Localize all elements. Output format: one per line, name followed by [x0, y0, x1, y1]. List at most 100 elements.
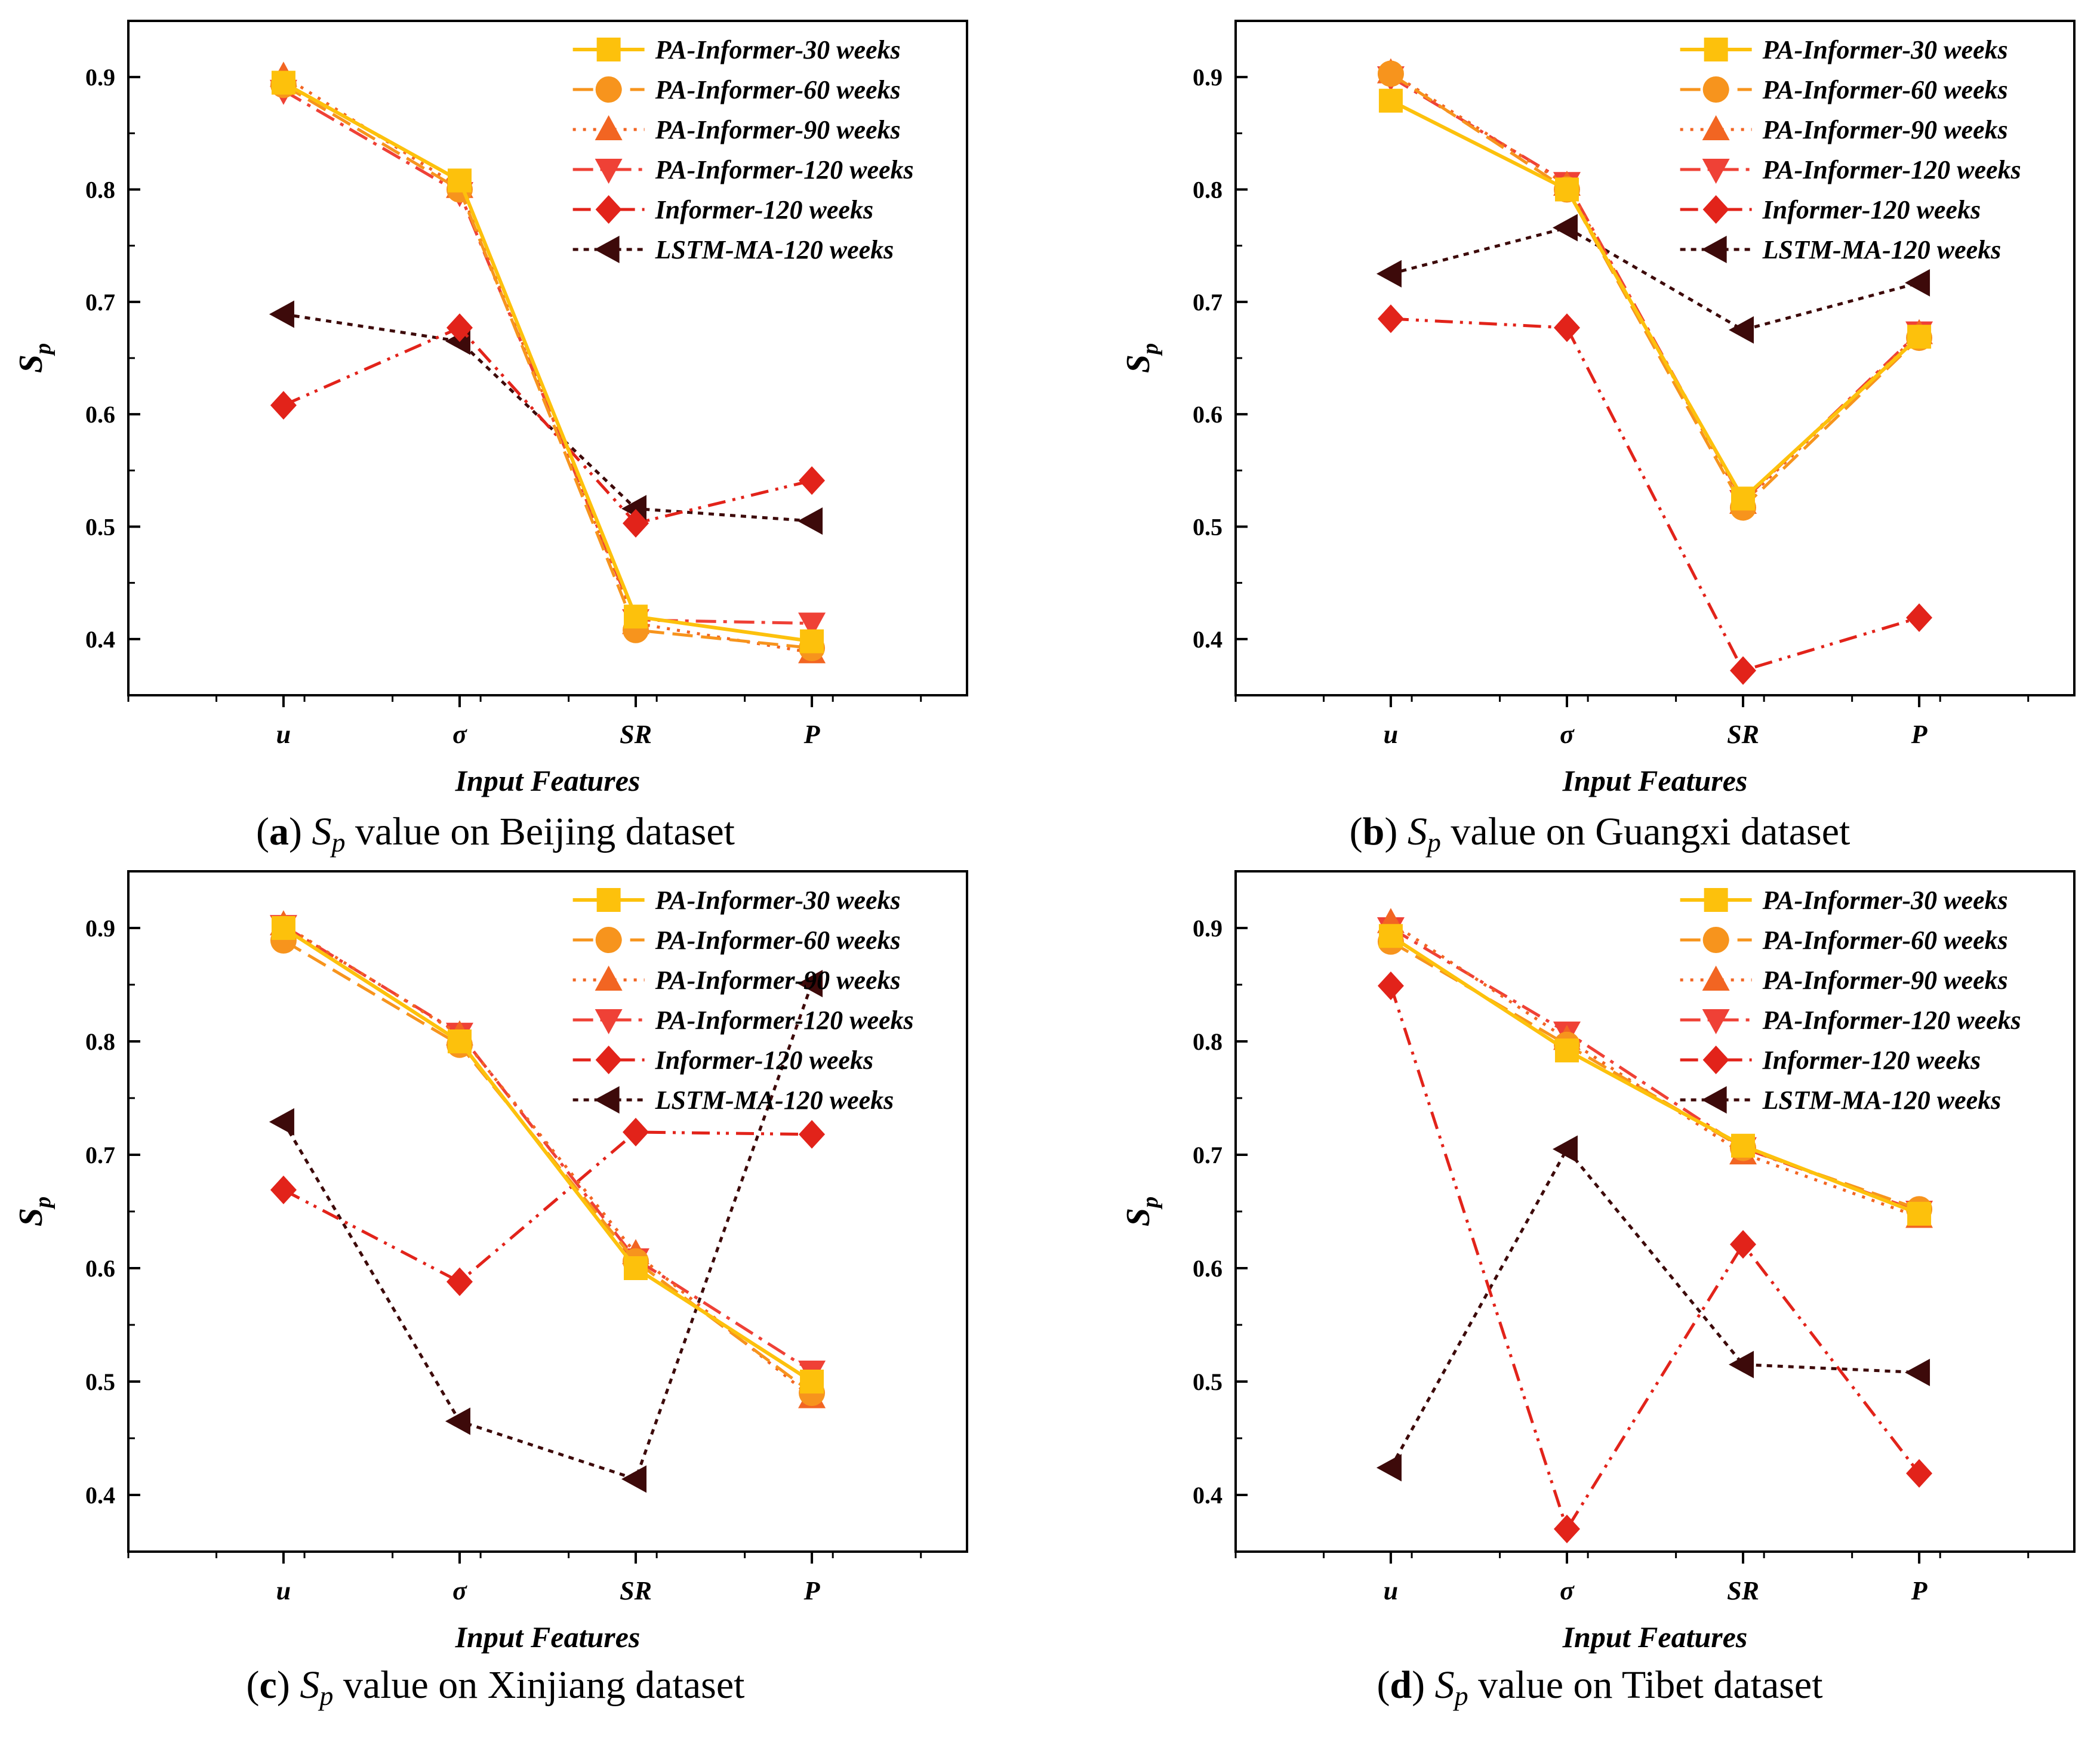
- y-tick-label: 0.9: [1193, 64, 1223, 91]
- data-point: [269, 1108, 294, 1136]
- data-point: [624, 605, 648, 629]
- legend-item: PA-Informer-120 weeks: [572, 155, 914, 184]
- x-tick-label: u: [276, 1576, 291, 1605]
- series-5: [1377, 304, 1933, 685]
- legend-marker: [595, 927, 622, 953]
- series-line: [282, 326, 812, 525]
- legend-label: Informer-120 weeks: [655, 195, 873, 224]
- panel-caption: (b) Sp value on Guangxi dataset: [1350, 810, 1850, 858]
- data-point: [270, 391, 297, 420]
- legend-marker: [1704, 888, 1728, 912]
- series-line: [1389, 985, 1921, 1531]
- legend-label: Informer-120 weeks: [1762, 195, 1981, 224]
- legend-marker: [595, 1046, 622, 1074]
- y-tick-label: 0.7: [1193, 1142, 1223, 1169]
- y-axis-symbol: S: [1120, 1208, 1157, 1226]
- data-point: [1552, 1135, 1578, 1163]
- series-5: [270, 313, 826, 538]
- data-point: [621, 1465, 647, 1493]
- y-tick-label: 0.4: [1193, 1482, 1223, 1509]
- series-line: [282, 926, 813, 1383]
- legend-label: PA-Informer-90 weeks: [1762, 966, 2008, 995]
- x-tick-label: P: [1911, 1576, 1928, 1605]
- x-tick-label: σ: [452, 720, 467, 749]
- data-point: [1553, 313, 1580, 343]
- y-axis-symbol: S: [13, 1208, 50, 1226]
- x-tick-label: u: [276, 720, 291, 749]
- data-point: [271, 70, 295, 95]
- series-6: [269, 970, 823, 1493]
- legend-item: PA-Informer-60 weeks: [572, 75, 901, 104]
- legend-item: PA-Informer-60 weeks: [1680, 75, 2008, 104]
- x-tick-label: SR: [1727, 1576, 1759, 1605]
- legend-item: LSTM-MA-120 weeks: [1680, 235, 2001, 264]
- chart-panel-b: 0.4 0.5 0.6 0.7 0.8 0.9 u σ SR P Input Features Sp P…: [1120, 20, 2076, 858]
- data-point: [1906, 1459, 1933, 1488]
- series-6: [1376, 214, 1930, 344]
- x-axis-label: Input Features: [455, 1620, 641, 1654]
- data-point: [1907, 325, 1932, 349]
- caption-text: value on Guangxi dataset: [1441, 810, 1850, 853]
- data-point: [799, 1120, 826, 1149]
- data-point: [1731, 1133, 1756, 1158]
- caption-subscript: p: [1453, 1681, 1468, 1711]
- data-point: [799, 466, 826, 495]
- x-tick-label: σ: [1560, 720, 1575, 749]
- legend-marker: [596, 38, 621, 61]
- x-tick-label: SR: [620, 720, 652, 749]
- data-point: [1905, 1358, 1930, 1386]
- legend-item: LSTM-MA-120 weeks: [1680, 1086, 2002, 1115]
- y-tick-label: 0.5: [1193, 1368, 1223, 1395]
- series-3: [269, 61, 826, 664]
- legend-marker: [1702, 927, 1729, 953]
- data-point: [1731, 486, 1756, 511]
- legend-marker: [595, 1009, 623, 1034]
- legend-item: Informer-120 weeks: [1680, 195, 1981, 224]
- y-axis-symbol: S: [13, 354, 50, 373]
- series-line: [282, 923, 813, 1399]
- caption-symbol: S: [1408, 810, 1427, 853]
- data-point: [1554, 177, 1579, 202]
- data-point: [624, 1256, 648, 1280]
- caption-subscript: p: [1425, 827, 1441, 858]
- legend-label: PA-Informer-90 weeks: [1762, 115, 2008, 144]
- legend-item: LSTM-MA-120 weeks: [572, 1086, 894, 1115]
- data-point: [445, 1407, 470, 1435]
- legend-marker: [595, 115, 623, 140]
- y-axis-symbol: S: [1120, 354, 1157, 373]
- legend-marker: [595, 195, 622, 224]
- chart-panel-c: 0.4 0.5 0.6 0.7 0.8 0.9 u σ SR P Input Features Sp P…: [13, 870, 968, 1711]
- legend-item: PA-Informer-90 weeks: [572, 966, 901, 995]
- y-tick-label: 0.6: [1193, 1255, 1223, 1282]
- x-tick-label: σ: [452, 1576, 467, 1605]
- data-point: [800, 1370, 824, 1393]
- y-axis-subscript: p: [1138, 1197, 1163, 1210]
- data-point: [1377, 60, 1404, 87]
- legend-marker: [1701, 236, 1727, 263]
- legend-marker: [1702, 115, 1730, 140]
- series-1: [271, 70, 824, 653]
- y-tick-label: 0.8: [1193, 1028, 1223, 1055]
- caption-letter: d: [1390, 1663, 1412, 1707]
- data-point: [1906, 603, 1933, 633]
- legend-marker: [595, 159, 623, 184]
- series-line: [1390, 934, 1920, 1216]
- y-tick-label: 0.8: [85, 177, 115, 204]
- caption-letter: a: [269, 810, 289, 853]
- legend-marker: [1702, 195, 1729, 224]
- y-tick-label: 0.4: [85, 626, 115, 653]
- series-line: [282, 983, 814, 1481]
- legend-item: PA-Informer-120 weeks: [1680, 155, 2021, 184]
- data-point: [270, 1175, 297, 1204]
- data-point: [447, 1029, 472, 1053]
- legend-marker: [1702, 159, 1730, 184]
- panel-caption: (a) Sp value on Beijing dataset: [256, 810, 735, 858]
- series-line: [282, 924, 813, 1373]
- series-5: [270, 1118, 826, 1296]
- y-tick-label: 0.8: [85, 1028, 115, 1055]
- legend-label: LSTM-MA-120 weeks: [1762, 1086, 2002, 1115]
- x-axis-label: Input Features: [1562, 764, 1748, 797]
- data-point: [1907, 1201, 1932, 1226]
- legend-label: PA-Informer-120 weeks: [655, 1006, 914, 1035]
